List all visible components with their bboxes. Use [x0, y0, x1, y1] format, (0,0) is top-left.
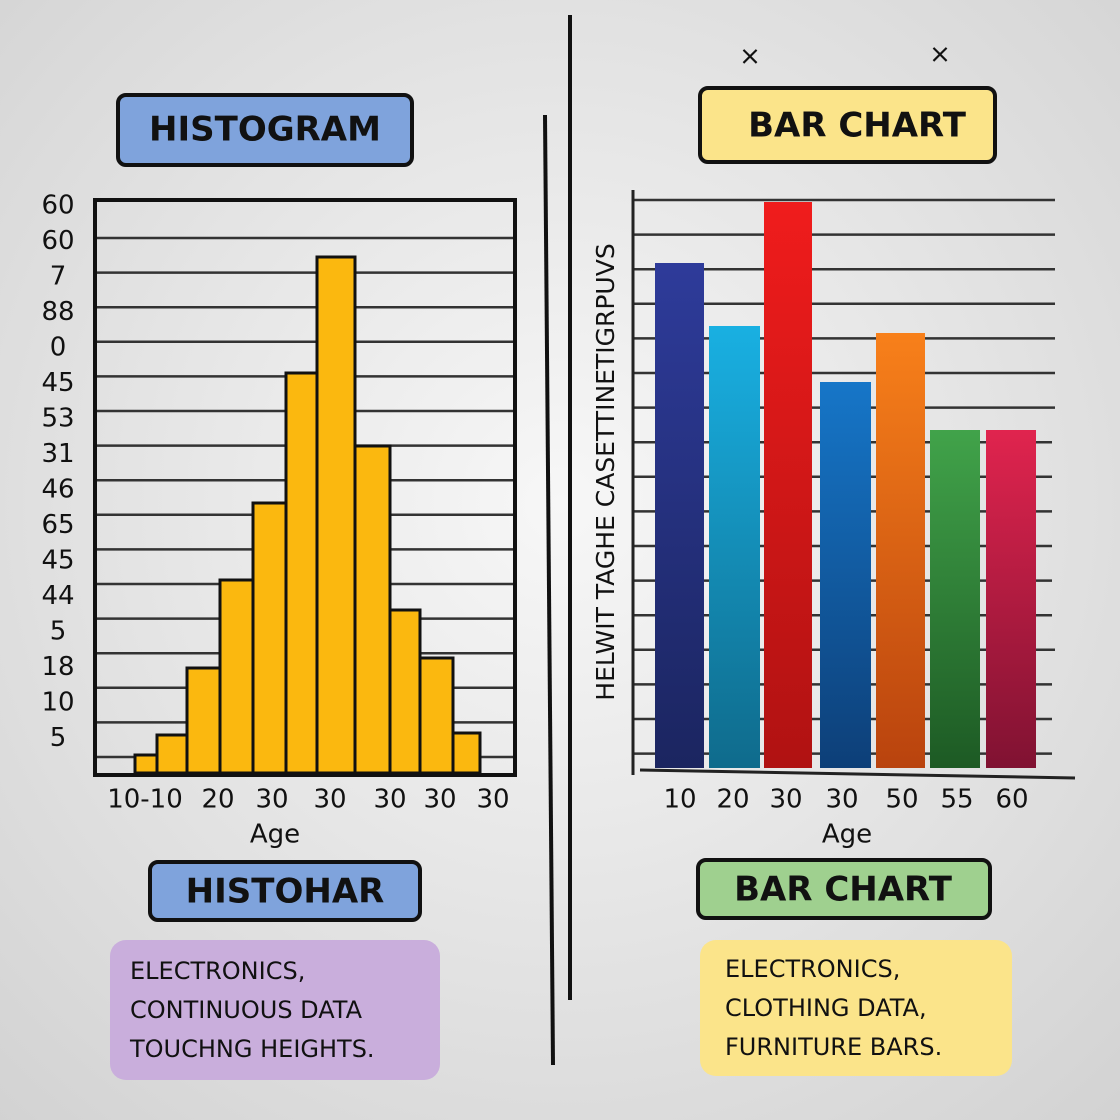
caption-line: ELECTRONICS, [725, 955, 900, 983]
bar [876, 333, 925, 768]
divider [543, 114, 555, 1066]
y-axis-label: HELWIT TAGHE CASETTINETIGRPUVS [591, 243, 620, 700]
y-label: 5 [50, 617, 67, 647]
y-label: 44 [41, 581, 74, 611]
bar [709, 326, 760, 768]
y-label: 60 [41, 226, 74, 256]
y-label: 10 [41, 688, 74, 718]
title: HISTOGRAM [149, 110, 381, 150]
y-label: 45 [41, 368, 74, 398]
caption-line: CONTINUOUS DATA [130, 996, 363, 1024]
y-label: 5 [50, 723, 67, 753]
x-label: 30 [476, 785, 509, 815]
x-label: 30 [255, 785, 288, 815]
bar [155, 733, 189, 775]
y-label: 7 [50, 262, 67, 292]
caption-title-box [696, 858, 992, 920]
bar [820, 382, 871, 768]
x-label: 30 [769, 785, 802, 815]
bar [284, 371, 319, 775]
x-label: 60 [995, 785, 1028, 815]
x-label: 30 [373, 785, 406, 815]
caption-box [110, 940, 440, 1080]
caption-title: HISTOHAR [186, 872, 385, 912]
histogram-bars [133, 255, 482, 775]
x-labels: 10 20 30 30 50 55 60 [663, 785, 1028, 815]
x-label: 30 [825, 785, 858, 815]
bars [655, 202, 1036, 768]
caption-box [700, 940, 1012, 1076]
plot-frame [93, 198, 517, 777]
bar [353, 444, 392, 775]
y-label: 65 [41, 510, 74, 540]
x-label: 30 [313, 785, 346, 815]
x-label: 20 [716, 785, 749, 815]
x-axis-label: Age [822, 820, 872, 850]
x-label: 20 [201, 785, 234, 815]
bar [185, 666, 222, 775]
bar [930, 430, 980, 768]
y-label: 60 [41, 191, 74, 221]
bar [418, 656, 455, 775]
caption-line: ELECTRONICS, [130, 957, 305, 985]
y-label: 88 [41, 297, 74, 327]
bar [388, 608, 422, 775]
x-axis-label: Age [250, 820, 300, 850]
title: BAR CHART [748, 106, 967, 146]
bar [655, 263, 704, 768]
y-label: 0 [50, 333, 67, 363]
title-box [116, 93, 414, 167]
bar [451, 731, 482, 775]
caption-line: TOUCHNG HEIGHTS. [129, 1035, 375, 1063]
x-label: 10 [663, 785, 696, 815]
title-box [698, 86, 997, 164]
x-label: 10-10 [107, 785, 183, 815]
x-axis [639, 768, 1076, 780]
caption-title-box [148, 860, 422, 922]
caption-title: BAR CHART [734, 870, 953, 910]
bar [315, 255, 357, 775]
x-label: 50 [885, 785, 918, 815]
y-label: 53 [41, 404, 74, 434]
caption-line: CLOTHING DATA, [725, 994, 927, 1022]
y-label: 45 [41, 546, 74, 576]
y-labels: 60 60 7 88 0 45 53 31 46 65 45 44 5 18 10 5 [41, 191, 74, 754]
bar [764, 202, 812, 768]
caption-line: FURNITURE BARS. [725, 1033, 942, 1061]
y-label: 31 [41, 439, 74, 469]
mark: × [929, 40, 951, 70]
bar [986, 430, 1036, 768]
y-label: 18 [41, 652, 74, 682]
bar [218, 578, 255, 775]
mark: × [739, 42, 761, 72]
y-label: 46 [41, 475, 74, 505]
x-label: 30 [423, 785, 456, 815]
bar [133, 753, 159, 775]
x-labels: 10-10 20 30 30 30 30 30 [107, 785, 509, 815]
x-label: 55 [940, 785, 973, 815]
bar [251, 501, 288, 775]
